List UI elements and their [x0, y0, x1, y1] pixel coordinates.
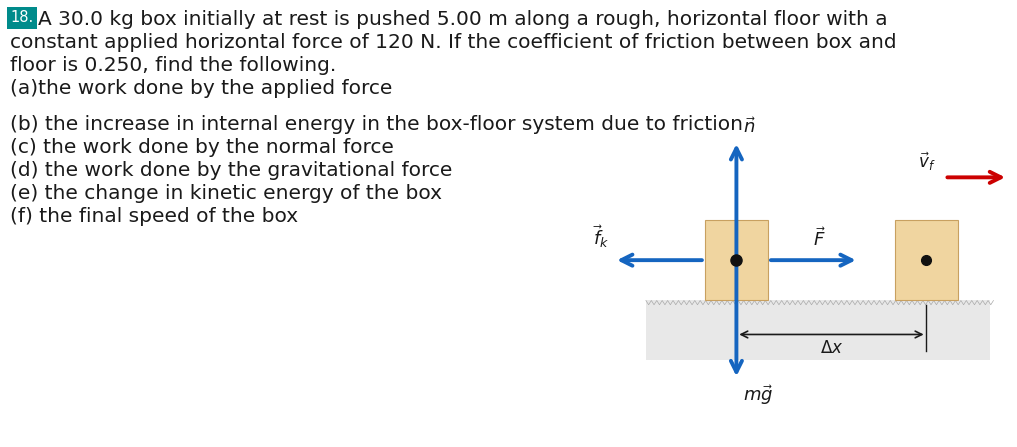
- Bar: [646, 300, 990, 360]
- Text: $\Delta x$: $\Delta x$: [820, 339, 843, 357]
- Text: $m\vec{g}$: $m\vec{g}$: [743, 383, 774, 407]
- Text: $\vec{v}_f$: $\vec{v}_f$: [918, 151, 936, 173]
- Text: (f) the final speed of the box: (f) the final speed of the box: [10, 207, 298, 226]
- Text: 18.: 18.: [10, 10, 34, 25]
- Text: A 30.0 kg box initially at rest is pushed 5.00 m along a rough, horizontal floor: A 30.0 kg box initially at rest is pushe…: [38, 10, 888, 29]
- Text: $\vec{f}_k$: $\vec{f}_k$: [593, 223, 610, 249]
- Text: $\vec{F}$: $\vec{F}$: [814, 227, 826, 249]
- Text: $\vec{n}$: $\vec{n}$: [743, 117, 756, 137]
- Text: floor is 0.250, find the following.: floor is 0.250, find the following.: [10, 56, 337, 75]
- Text: (e) the change in kinetic energy of the box: (e) the change in kinetic energy of the …: [10, 184, 442, 203]
- Bar: [705, 220, 768, 300]
- Text: (c) the work done by the normal force: (c) the work done by the normal force: [10, 138, 394, 157]
- Bar: [895, 220, 958, 300]
- Text: (d) the work done by the gravitational force: (d) the work done by the gravitational f…: [10, 161, 453, 180]
- Text: (b) the increase in internal energy in the box-floor system due to friction: (b) the increase in internal energy in t…: [10, 115, 743, 134]
- Text: (a)the work done by the applied force: (a)the work done by the applied force: [10, 79, 393, 98]
- Text: constant applied horizontal force of 120 N. If the coefficient of friction betwe: constant applied horizontal force of 120…: [10, 33, 897, 52]
